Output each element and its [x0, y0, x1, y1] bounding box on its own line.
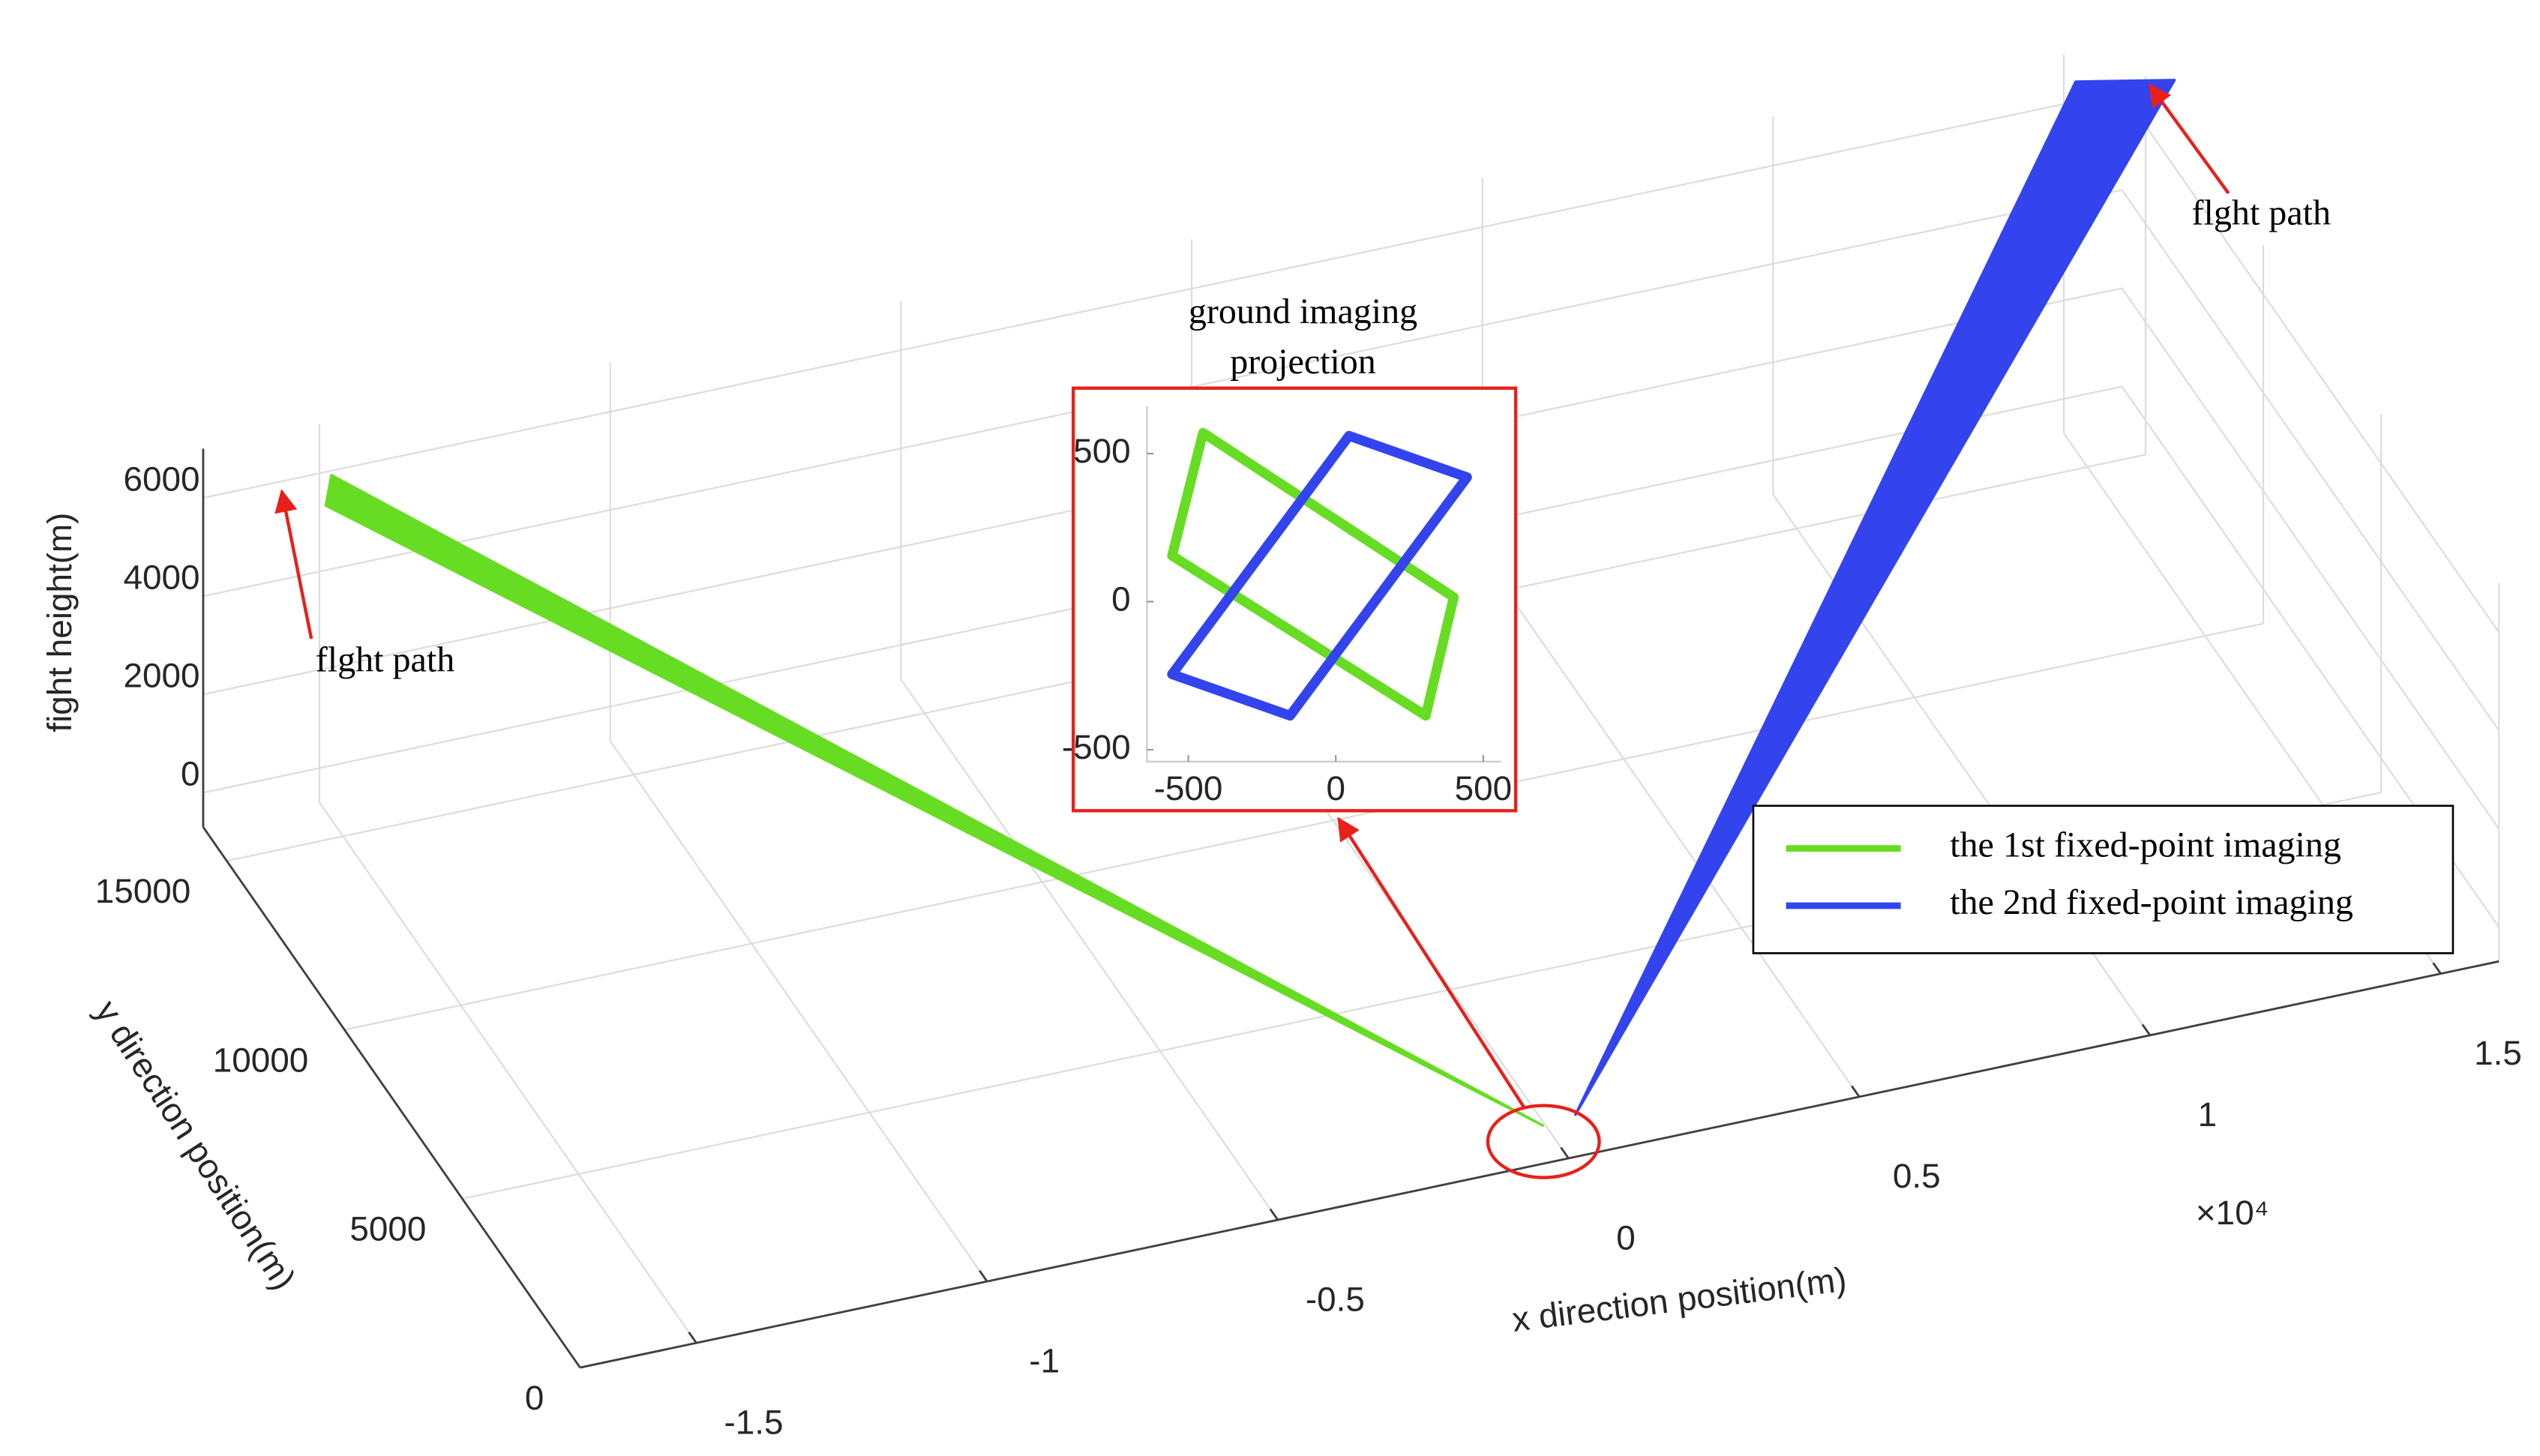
- x-tick-label: -500: [1154, 768, 1223, 807]
- inset-title: ground imaging projection: [1188, 292, 1418, 382]
- annotation: flght path: [2192, 193, 2332, 232]
- annotation: flght path: [316, 640, 455, 680]
- y-axis-label: y direction position(m): [88, 993, 304, 1296]
- x-tick-label: -0.5: [1306, 1279, 1365, 1318]
- tick-mark: [688, 1331, 697, 1344]
- tick-mark: [1560, 1146, 1570, 1159]
- legend-box: [1752, 804, 2455, 954]
- arrow: [274, 489, 313, 640]
- grid-line: [609, 740, 988, 1282]
- flight-beam: [324, 474, 1545, 1127]
- highlight-circle: [1486, 1104, 1601, 1179]
- y-tick-label: 0: [525, 1378, 544, 1417]
- inset-chart: -500 0 500 -500 0 500: [1062, 386, 1518, 813]
- y-tick-label: 500: [1073, 431, 1131, 470]
- arrow: [2148, 83, 2230, 195]
- grid-line: [344, 622, 2264, 1031]
- x-tick-label: 0.5: [1893, 1156, 1941, 1195]
- tick-mark: [1269, 1208, 1279, 1221]
- x-tick-label: 0: [1326, 768, 1345, 807]
- plot-area: x direction position(m) y direction posi…: [40, 55, 2522, 1442]
- grid-line: [2121, 287, 2500, 829]
- z-tick-label: 4000: [124, 557, 200, 596]
- arrow: [1337, 816, 1525, 1108]
- z-tick-label: 0: [181, 754, 200, 793]
- x-tick-label: -1: [1029, 1341, 1060, 1380]
- y-tick-label: 5000: [349, 1209, 426, 1248]
- x-tick-label: 500: [1455, 768, 1513, 807]
- z-axis-label: fight height(m): [40, 513, 79, 732]
- projection-outline: [1167, 427, 1459, 721]
- projection-outline: [1167, 430, 1472, 721]
- axis-line: [580, 960, 2500, 1369]
- axis-line: [202, 826, 581, 1368]
- x-tick-label: -1.5: [724, 1403, 784, 1442]
- z-tick-label: 2000: [124, 655, 200, 694]
- grid-line: [2121, 91, 2500, 633]
- tick-mark: [979, 1269, 988, 1282]
- legend-label: the 1st fixed-point imaging: [1950, 825, 2341, 865]
- y-tick-label: 0: [1111, 580, 1131, 619]
- legend-label: the 2nd fixed-point imaging: [1950, 882, 2353, 922]
- flight-beam: [1574, 79, 2176, 1116]
- tick-mark: [2432, 962, 2442, 975]
- legend: the 1st fixed-point imaging the 2nd fixed…: [1752, 804, 2455, 954]
- x-tick-label: 1.5: [2474, 1033, 2522, 1072]
- annotation-arrows: [274, 83, 2230, 1179]
- x-tick-label: 0: [1616, 1218, 1636, 1257]
- inset-axes: [1146, 406, 1501, 762]
- x-exponent-label: ×10⁴: [2196, 1193, 2269, 1232]
- y-tick-label: -500: [1062, 727, 1131, 766]
- y-tick-label: 10000: [213, 1040, 309, 1079]
- tick-mark: [2141, 1023, 2152, 1036]
- z-tick-label: 6000: [124, 459, 200, 498]
- grid-line: [319, 801, 697, 1344]
- grid-line: [2121, 189, 2500, 731]
- x-tick-label: 1: [2198, 1095, 2218, 1134]
- tick-mark: [1851, 1085, 1861, 1098]
- grid-line: [900, 679, 1279, 1221]
- grid-line: [202, 91, 2122, 499]
- marks: [324, 79, 2176, 1127]
- grid-line: [1481, 556, 1861, 1098]
- x-axis-label: x direction position(m): [1510, 1260, 1849, 1339]
- y-tick-label: 15000: [95, 871, 191, 910]
